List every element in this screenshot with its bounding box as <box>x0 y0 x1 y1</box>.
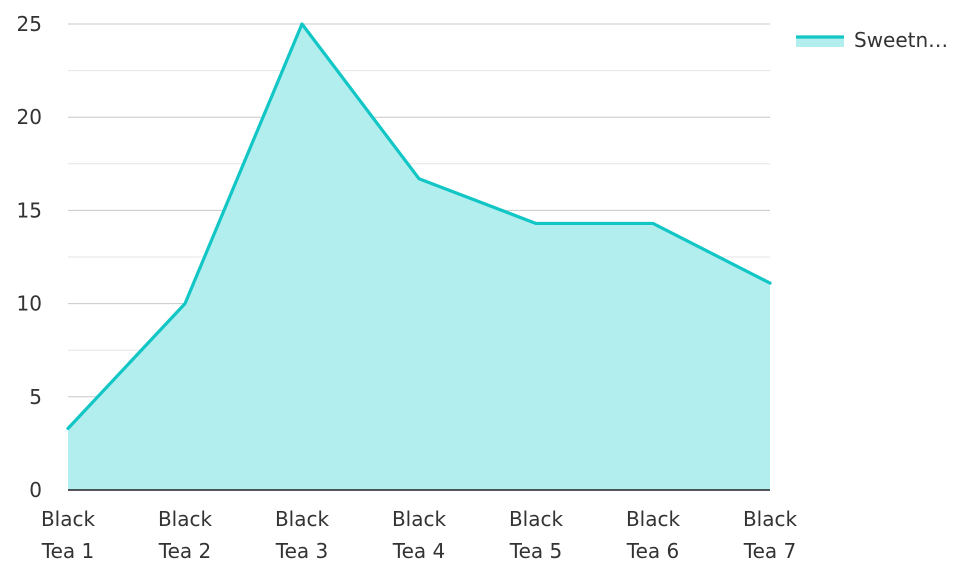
x-tick-label: Black <box>392 507 447 531</box>
x-tick-label: Black <box>275 507 330 531</box>
x-tick-label: Black <box>743 507 798 531</box>
y-tick-label: 5 <box>29 385 42 409</box>
y-tick-label: 10 <box>17 292 42 316</box>
x-tick-label: Tea 5 <box>509 539 562 562</box>
x-tick-label: Tea 3 <box>275 539 328 562</box>
x-tick-label: Tea 2 <box>158 539 211 562</box>
x-tick-label: Tea 6 <box>626 539 679 562</box>
legend-swatch-fill <box>796 38 844 47</box>
y-tick-label: 20 <box>17 105 42 129</box>
x-tick-label: Black <box>41 507 96 531</box>
y-tick-label: 15 <box>17 198 42 222</box>
x-axis-tick-labels: Black Tea 1 Black Tea 2 Black Tea 3 Black Tea 4… <box>41 507 798 562</box>
x-tick-label: Black <box>509 507 564 531</box>
y-axis-tick-labels: 0 5 10 15 20 25 <box>17 12 42 502</box>
x-tick-label: Tea 4 <box>392 539 445 562</box>
series-area-fill <box>68 24 770 490</box>
x-tick-label: Tea 1 <box>41 539 94 562</box>
y-tick-label: 25 <box>17 12 42 36</box>
x-tick-label: Black <box>158 507 213 531</box>
series-area <box>66 22 772 490</box>
legend: Sweetn… <box>796 28 948 52</box>
x-tick-label: Black <box>626 507 681 531</box>
legend-label: Sweetn… <box>854 28 948 52</box>
y-tick-label: 0 <box>29 478 42 502</box>
x-tick-label: Tea 7 <box>743 539 796 562</box>
